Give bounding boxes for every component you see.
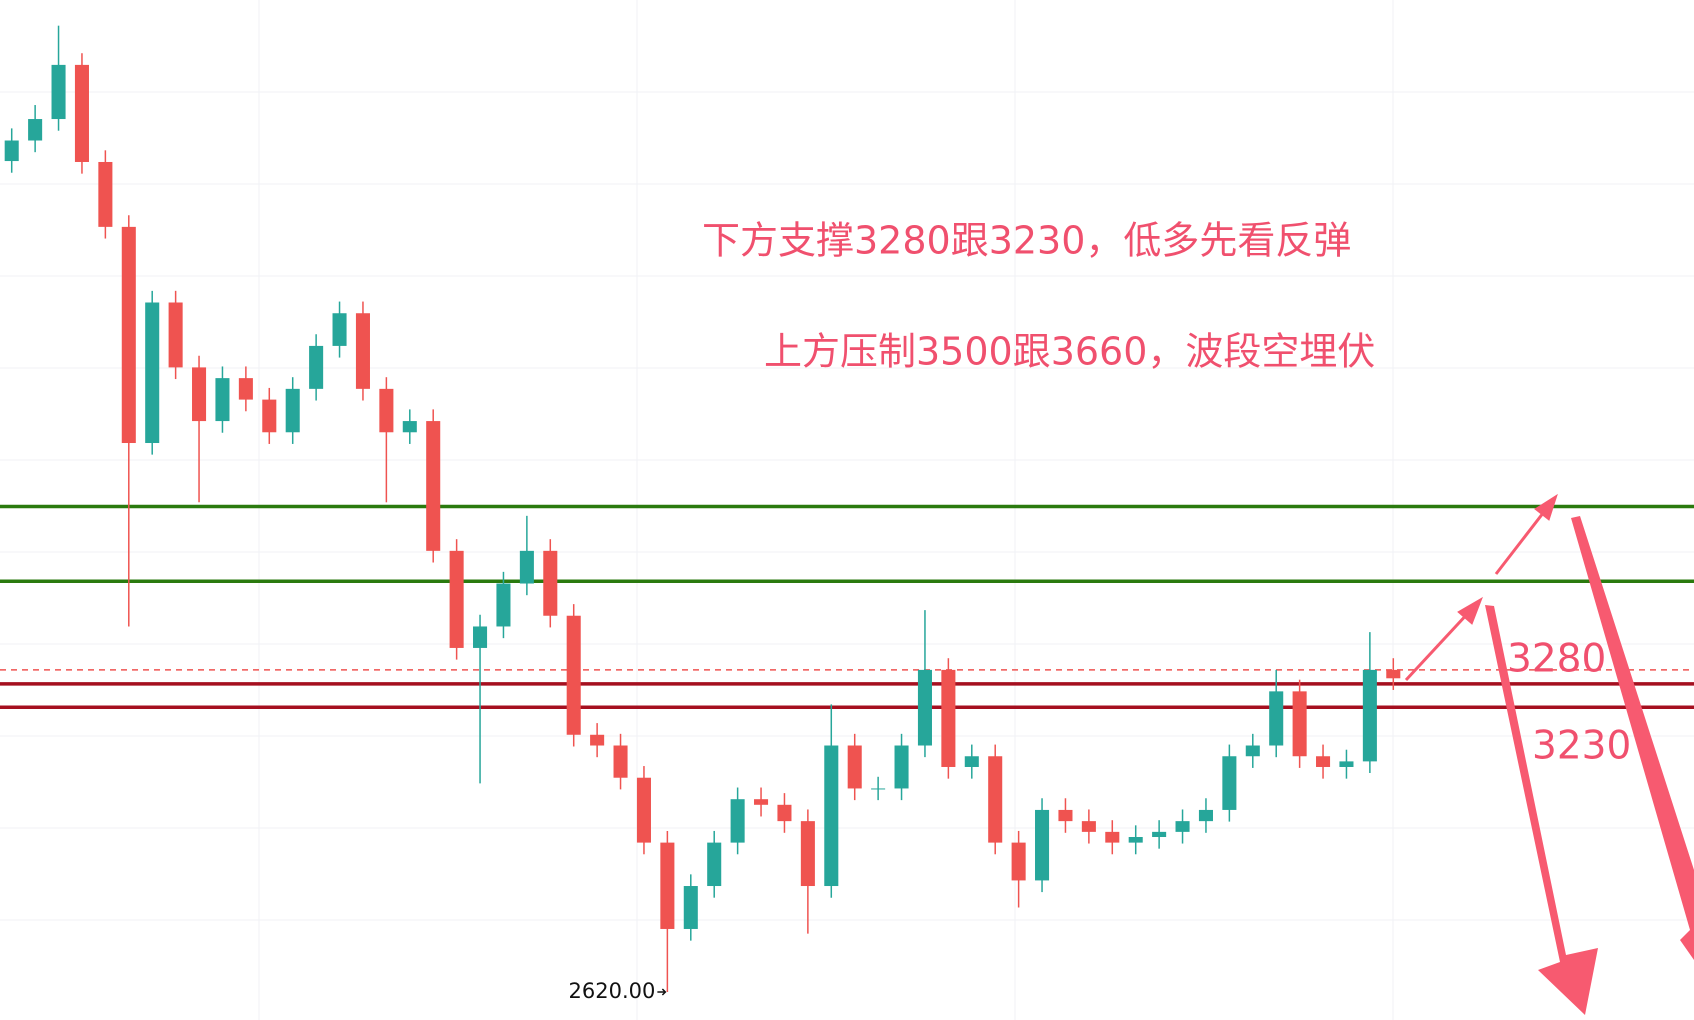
candle-body [238, 378, 253, 400]
arrow-shaft [1404, 609, 1472, 682]
candle-body [1222, 756, 1237, 810]
candle-body [215, 378, 230, 422]
candle-body [121, 226, 136, 444]
arrow-head [1457, 596, 1483, 625]
candle-body [1292, 691, 1307, 757]
candle-body [660, 842, 675, 929]
arrow-shaft [1494, 507, 1549, 575]
annotation: 上方压制3500跟3660，波段空埋伏 [764, 330, 1375, 374]
candle-body [145, 302, 160, 444]
candle-body [4, 140, 19, 162]
candle-body [426, 421, 441, 551]
big-arrow [1571, 516, 1694, 960]
candle-body [847, 745, 862, 789]
candle-body [1152, 831, 1167, 838]
candle-body [473, 626, 488, 648]
low-label-arrow [657, 988, 667, 996]
candle-body [355, 313, 370, 389]
candle-body [192, 367, 207, 422]
candle-body [1011, 842, 1026, 881]
candle-body [590, 734, 605, 746]
low-label: 2620.00 [569, 979, 656, 1003]
candle-body [449, 550, 464, 648]
candle-body [1058, 809, 1073, 822]
candles [4, 25, 1401, 992]
candle-body [1105, 831, 1120, 843]
candle-body [636, 777, 651, 843]
candle-body [1128, 837, 1143, 843]
candle-body [1316, 756, 1331, 767]
arrow-head [1534, 493, 1558, 521]
candle-body [402, 421, 417, 433]
candle-body [1175, 821, 1190, 832]
candle-body [730, 799, 745, 843]
candle-body [800, 821, 815, 887]
candle-body [332, 313, 347, 346]
candle-body [309, 345, 324, 389]
candle-body [519, 550, 534, 584]
candle-body [1035, 809, 1050, 881]
level-lines [0, 504, 1694, 709]
level-label: 3230 [1532, 724, 1631, 769]
candle-body [964, 756, 979, 767]
candle-body [1198, 809, 1213, 822]
annotation: 下方支撑3280跟3230，低多先看反弹 [702, 219, 1351, 263]
candle-body [543, 550, 558, 616]
candle-body [566, 615, 581, 735]
candle-body [1386, 669, 1401, 679]
candle-body [496, 583, 511, 627]
candle-body [613, 745, 628, 778]
candle-body [917, 669, 932, 746]
candle-body [1362, 669, 1377, 762]
candle-body [1269, 691, 1284, 746]
candle-body [74, 64, 89, 162]
big-arrow [1485, 605, 1598, 1015]
candle-body [1081, 821, 1096, 832]
candle-body [871, 788, 886, 790]
candle-body [754, 799, 769, 805]
candle-body [379, 388, 394, 433]
candle-body [988, 756, 1003, 843]
level-label: 3280 [1507, 637, 1606, 682]
candle-body [707, 842, 722, 887]
candle-body [1245, 745, 1260, 757]
candle-body [683, 886, 698, 929]
candle-body [98, 161, 113, 227]
candle-body [777, 804, 792, 822]
candle-body [51, 64, 66, 120]
arrows [1404, 493, 1694, 1015]
candle-body [894, 745, 909, 789]
candle-body [285, 388, 300, 433]
candle-body [168, 302, 183, 368]
candle-body [1339, 761, 1354, 767]
candle-body [262, 399, 277, 433]
candle-body [941, 669, 956, 767]
candle-body [28, 119, 43, 141]
candle-body [824, 745, 839, 887]
